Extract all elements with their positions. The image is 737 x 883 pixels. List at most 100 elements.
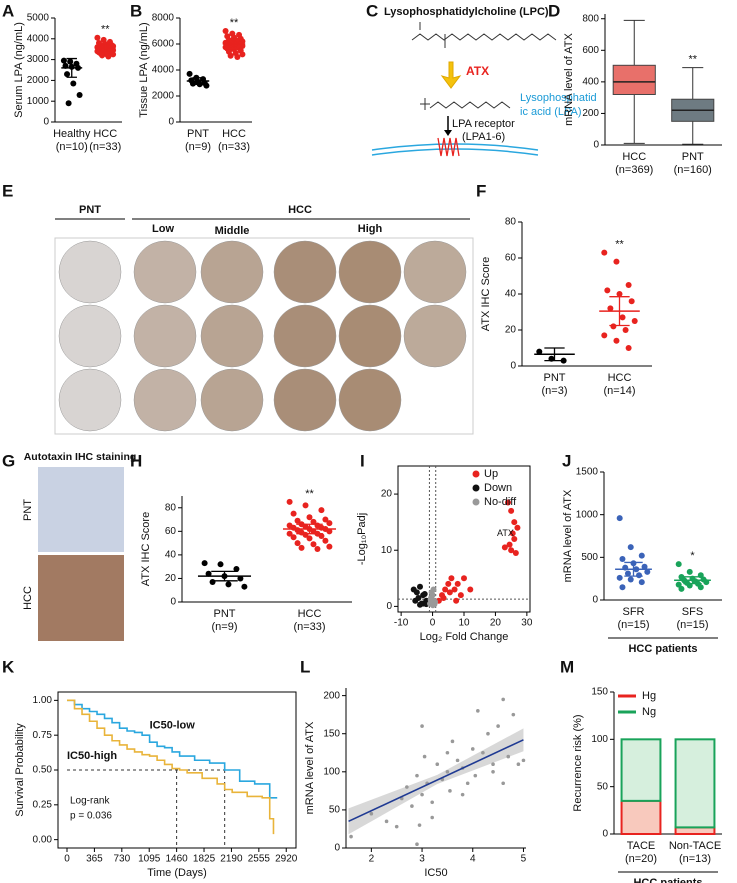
x-tick-label: 1095: [138, 854, 161, 865]
micrograph: [38, 555, 124, 641]
panel-letter: G: [2, 451, 15, 470]
staining-title: Autotaxin IHC staining: [24, 451, 137, 463]
tissue-core: [273, 304, 337, 368]
dot: [326, 520, 333, 527]
point: [427, 596, 434, 603]
arrow: [440, 61, 462, 89]
point: [420, 724, 424, 728]
point: [512, 550, 519, 557]
y-tick-label: 200: [582, 108, 599, 119]
x-tick-label: PNT: [214, 608, 236, 620]
dot: [678, 585, 685, 592]
annotation: ATX: [497, 528, 514, 538]
bar-segment: [620, 799, 662, 835]
dot: [217, 561, 224, 568]
panel-letter: F: [476, 181, 486, 200]
x-tick-note: (n=33): [89, 141, 121, 153]
y-tick-label: 200: [323, 690, 340, 701]
y-tick-label: 50: [329, 805, 341, 816]
dot: [306, 535, 313, 542]
y-tick-label: 0: [592, 595, 598, 606]
dot: [675, 561, 682, 568]
point: [521, 758, 526, 763]
dot: [239, 51, 246, 58]
diagram-c: C Lysophosphatidylcholine (LPC) ATX Lyso…: [366, 1, 597, 157]
y-tick-label: 150: [591, 687, 608, 698]
dot: [105, 53, 112, 60]
point: [457, 592, 464, 599]
y-tick-label: 0: [170, 597, 176, 608]
point: [421, 591, 428, 598]
y-tick-label: 100: [323, 766, 340, 777]
error-bar: [544, 347, 565, 362]
tissue-core: [403, 304, 467, 368]
dot: [625, 282, 632, 288]
point: [473, 773, 478, 778]
dot: [610, 323, 617, 330]
dot: [622, 327, 629, 333]
point: [506, 754, 511, 759]
dot: [686, 568, 693, 575]
x-tick-label: SFS: [682, 606, 703, 618]
panel-letter: D: [548, 1, 560, 20]
y-tick-label: 20: [381, 489, 393, 500]
receptor: (LPA1-6): [462, 131, 505, 143]
x-tick-label: 0: [64, 854, 70, 865]
point: [501, 781, 505, 786]
error-bar: [192, 77, 204, 85]
substrate: Lysophosphatidylcholine (LPC): [384, 6, 549, 18]
x-tick-label: SFR: [623, 606, 645, 618]
point: [384, 819, 389, 824]
x-tick-label: PNT: [187, 128, 209, 140]
point: [460, 792, 465, 797]
bar-segment: [620, 738, 662, 802]
dot: [638, 579, 645, 586]
dot: [294, 540, 301, 547]
panel-letter: M: [560, 657, 574, 676]
panel-letter: H: [130, 451, 142, 470]
y-tick-label: 2000: [27, 75, 50, 86]
y-tick-label: 3000: [27, 54, 50, 65]
point: [413, 589, 420, 596]
dot: [60, 57, 67, 64]
x-axis-title: Log₂ Fold Change: [420, 631, 509, 643]
dot: [290, 534, 297, 541]
x-tick-note: (n=13): [679, 853, 711, 865]
x-tick-note: (n=160): [674, 164, 712, 176]
x-tick-note: (n=15): [617, 619, 649, 631]
tissue-core: [403, 240, 467, 304]
frame: [397, 465, 531, 613]
dot: [314, 546, 321, 552]
error-bar: [100, 44, 111, 52]
dot: [536, 348, 543, 355]
y-axis-title: ATX IHC Score: [480, 257, 492, 331]
y-tick-label: 150: [323, 728, 340, 739]
dot: [636, 572, 643, 579]
point: [417, 823, 422, 827]
dot: [94, 34, 101, 41]
y-tick-label: 0: [602, 829, 608, 840]
point: [511, 536, 518, 542]
tissue-core: [338, 304, 402, 368]
y-tick-label: 80: [505, 217, 517, 228]
point: [451, 586, 458, 593]
y-tick-label: 2000: [152, 91, 175, 102]
x-tick-label: HCC: [622, 151, 646, 163]
dot: [613, 258, 620, 265]
dot: [322, 516, 329, 523]
point: [501, 544, 508, 551]
panel-letter: C: [366, 1, 378, 20]
x-tick-label: PNT: [544, 372, 566, 384]
dot: [227, 52, 234, 59]
y-tick-label: 0: [168, 117, 174, 128]
point: [481, 750, 485, 755]
dot: [613, 337, 620, 344]
x-tick-label: PNT: [682, 151, 704, 163]
y-axis-title: Serum LPA (ng/mL): [13, 22, 25, 118]
dot: [631, 318, 638, 324]
point: [501, 697, 505, 702]
dot: [625, 345, 632, 351]
point: [496, 724, 500, 728]
y-tick-label: 40: [165, 550, 177, 561]
y-tick-label: 400: [582, 77, 599, 88]
